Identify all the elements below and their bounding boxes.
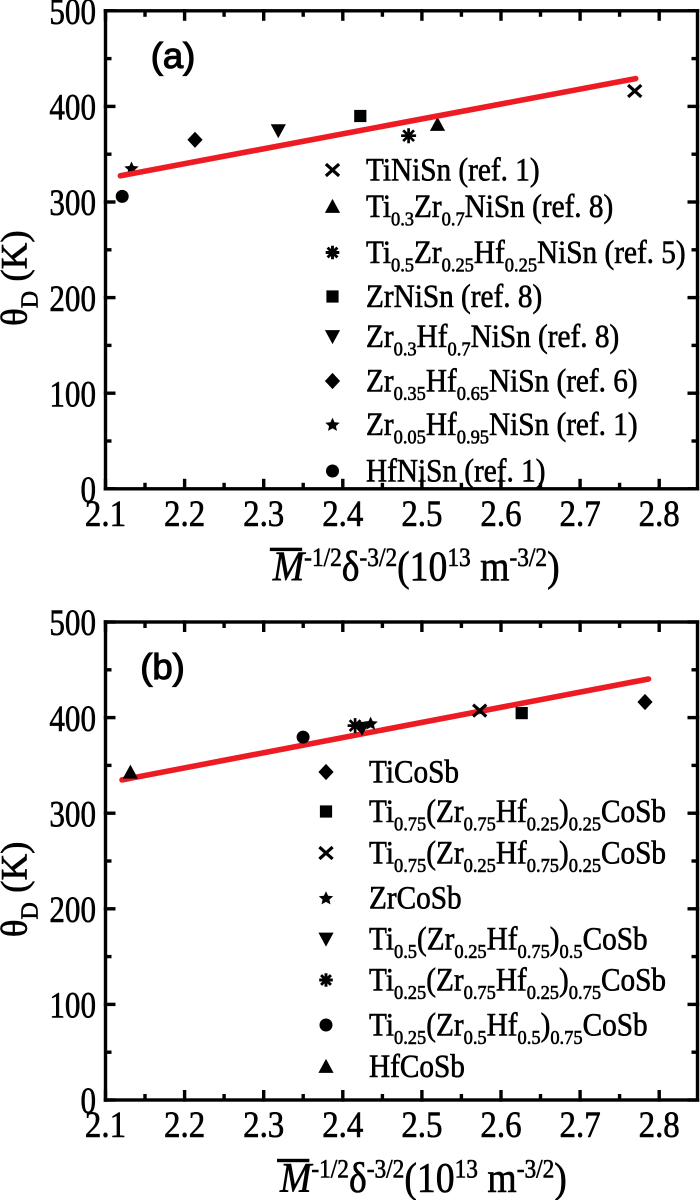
svg-text:HfCoSb: HfCoSb	[369, 1048, 465, 1085]
svg-text:2.3: 2.3	[243, 1104, 284, 1145]
svg-text:2.1: 2.1	[85, 493, 126, 534]
svg-text:300: 300	[49, 795, 96, 835]
svg-text:ZrNiSn (ref. 8): ZrNiSn (ref. 8)	[366, 278, 542, 315]
svg-text:200: 200	[49, 891, 96, 931]
svg-text:100: 100	[49, 375, 96, 415]
svg-text:2.8: 2.8	[639, 493, 680, 534]
svg-text:(a): (a)	[151, 35, 196, 76]
svg-text:ZrCoSb: ZrCoSb	[369, 879, 462, 916]
svg-text:100: 100	[49, 986, 96, 1026]
svg-text:TiNiSn (ref. 1): TiNiSn (ref. 1)	[366, 151, 540, 188]
svg-text:2.4: 2.4	[322, 1104, 363, 1145]
svg-text:2.7: 2.7	[560, 1104, 601, 1145]
svg-text:2.5: 2.5	[401, 493, 442, 534]
svg-text:2.3: 2.3	[243, 493, 284, 534]
svg-text:0: 0	[80, 1082, 96, 1122]
svg-text:(b): (b)	[140, 646, 185, 687]
svg-text:200: 200	[49, 279, 96, 319]
svg-text:400: 400	[49, 88, 96, 128]
svg-text:2.6: 2.6	[480, 493, 521, 534]
svg-text:TiCoSb: TiCoSb	[369, 753, 459, 790]
svg-text:400: 400	[49, 699, 96, 739]
svg-text:2.5: 2.5	[401, 1104, 442, 1145]
svg-text:2.4: 2.4	[322, 493, 363, 534]
svg-text:θD (K): θD (K)	[0, 230, 44, 326]
svg-text:500: 500	[49, 604, 96, 644]
svg-text:2.2: 2.2	[164, 1104, 205, 1145]
svg-text:Zr0.05Hf0.95NiSn (ref. 1): Zr0.05Hf0.95NiSn (ref. 1)	[366, 406, 638, 449]
svg-text:Ti0.25(Zr0.5Hf0.5)0.75CoSb: Ti0.25(Zr0.5Hf0.5)0.75CoSb	[369, 1006, 648, 1049]
svg-text:Ti0.25(Zr0.75Hf0.25)0.75CoSb: Ti0.25(Zr0.75Hf0.25)0.75CoSb	[369, 961, 666, 1004]
svg-text:HfNiSn (ref. 1): HfNiSn (ref. 1)	[366, 452, 545, 489]
svg-text:2.2: 2.2	[164, 493, 205, 534]
svg-text:2.1: 2.1	[85, 1104, 126, 1145]
svg-text:2.7: 2.7	[560, 493, 601, 534]
svg-text:Ti0.3Zr0.7NiSn (ref. 8): Ti0.3Zr0.7NiSn (ref. 8)	[366, 188, 613, 231]
svg-text:500: 500	[49, 0, 96, 33]
svg-text:0: 0	[80, 471, 96, 511]
svg-text:300: 300	[49, 184, 96, 224]
svg-text:2.8: 2.8	[639, 1104, 680, 1145]
svg-text:2.6: 2.6	[480, 1104, 521, 1145]
